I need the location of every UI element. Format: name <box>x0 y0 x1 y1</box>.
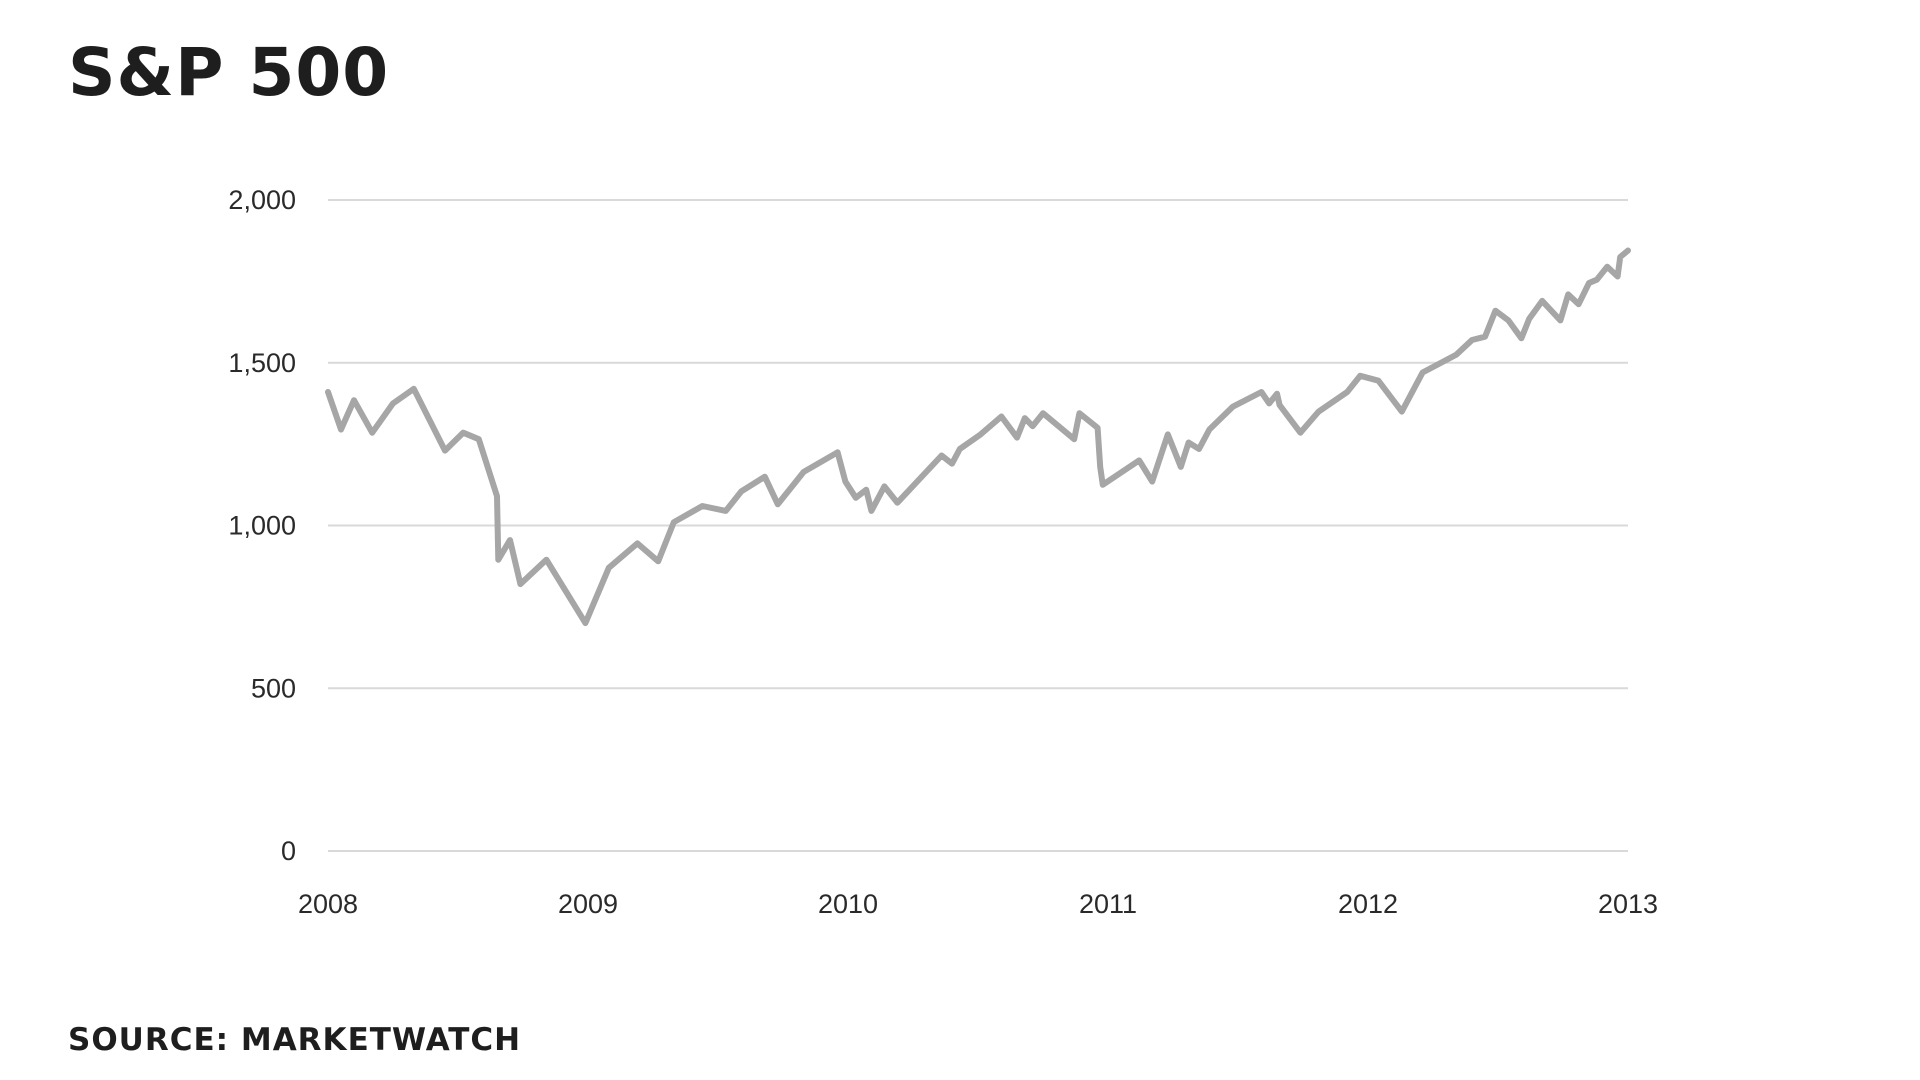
y-tick-label: 0 <box>281 836 296 866</box>
x-tick-label: 2012 <box>1338 889 1398 919</box>
series-layer <box>325 247 1631 627</box>
x-tick-label: 2013 <box>1598 889 1658 919</box>
y-tick-label: 2,000 <box>228 185 296 215</box>
y-tick-label: 1,500 <box>228 348 296 378</box>
x-tick-label: 2008 <box>298 889 358 919</box>
x-tick-label: 2011 <box>1079 889 1137 919</box>
chart-title: S&P 500 <box>68 34 390 111</box>
y-axis-labels: 0 500 1,000 1,500 2,000 <box>228 185 296 866</box>
x-axis-labels: 2008 2009 2010 2011 2012 2013 <box>298 889 1658 919</box>
grid-lines <box>328 199 1628 852</box>
x-tick-label: 2010 <box>818 889 878 919</box>
y-tick-label: 1,000 <box>228 511 296 541</box>
source-note: SOURCE: MARKETWATCH <box>68 1022 522 1058</box>
x-tick-label: 2009 <box>558 889 618 919</box>
y-tick-label: 500 <box>251 673 296 703</box>
series-line-0 <box>325 247 1631 627</box>
